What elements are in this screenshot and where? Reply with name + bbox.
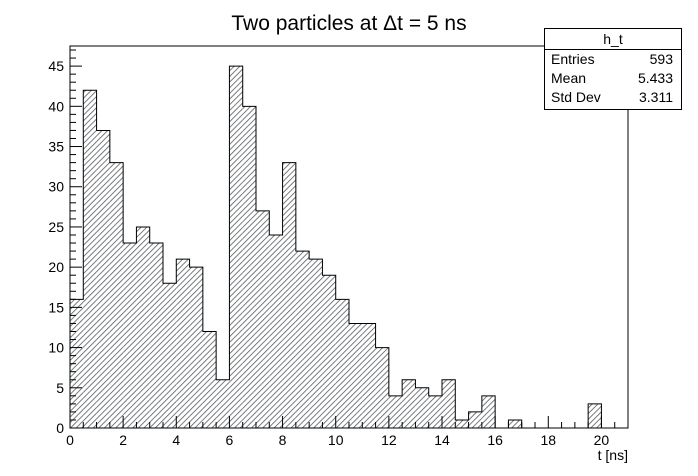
histogram-bar	[588, 403, 602, 428]
x-tick-label: 6	[226, 432, 234, 448]
histogram-bar	[282, 162, 296, 428]
y-tick-label: 5	[56, 380, 64, 396]
x-tick-label: 10	[328, 432, 344, 448]
chart-title: Two particles at Δt = 5 ns	[231, 12, 467, 35]
x-tick-label: 18	[540, 432, 556, 448]
stats-row-std-dev: Std Dev 3.311	[545, 88, 681, 107]
x-tick-label: 16	[487, 432, 503, 448]
histogram-bar	[163, 283, 177, 428]
histogram-bar	[455, 419, 469, 428]
stats-box-title: h_t	[545, 29, 681, 50]
stats-value-std-dev: 3.311	[639, 89, 673, 105]
x-axis-label: t [ns]	[598, 447, 628, 463]
x-axis-ticks: 0 2 4 6 8 10 12 14 16 18 20	[66, 416, 629, 448]
y-tick-label: 20	[48, 259, 64, 275]
histogram-bar	[481, 395, 496, 428]
y-tick-label: 25	[48, 219, 64, 235]
histogram-bar	[362, 323, 376, 428]
histogram-bars	[70, 66, 602, 429]
histogram-bar	[149, 243, 163, 428]
histogram-bar	[349, 323, 363, 428]
y-tick-label: 45	[48, 58, 64, 74]
y-tick-label: 15	[48, 299, 64, 315]
x-tick-label: 14	[434, 432, 450, 448]
stats-label-std-dev: Std Dev	[551, 89, 601, 105]
stats-row-entries: Entries 593	[545, 50, 681, 69]
stats-row-mean: Mean 5.433	[545, 69, 681, 88]
x-tick-label: 12	[381, 432, 397, 448]
histogram-bar	[442, 379, 456, 428]
stats-label-mean: Mean	[551, 70, 587, 86]
histogram-bar	[468, 411, 482, 428]
histogram-bar	[269, 234, 283, 428]
y-tick-label: 10	[48, 340, 64, 356]
stats-box: h_t Entries 593 Mean 5.433 Std Dev 3.311	[544, 28, 682, 110]
histogram-bar	[176, 259, 190, 428]
histogram-bar	[202, 331, 217, 428]
x-tick-label: 0	[66, 432, 74, 448]
histogram-bar	[388, 395, 403, 428]
histogram-bar	[415, 387, 429, 428]
histogram-bar	[83, 90, 97, 429]
y-tick-label: 40	[48, 98, 64, 114]
x-tick-label: 4	[172, 432, 180, 448]
histogram-bar	[229, 66, 243, 429]
histogram-bar	[189, 267, 203, 428]
histogram-bar	[256, 210, 270, 428]
stats-value-mean: 5.433	[637, 70, 673, 86]
x-tick-label: 2	[119, 432, 127, 448]
histogram-bar	[216, 379, 230, 428]
histogram-bar	[309, 259, 323, 428]
y-tick-label: 35	[48, 139, 64, 155]
histogram-bar	[428, 395, 442, 428]
histogram-bar	[295, 251, 310, 428]
x-tick-label: 8	[279, 432, 287, 448]
y-tick-label: 0	[56, 420, 64, 436]
histogram-bar	[335, 299, 349, 428]
histogram-bar	[322, 275, 336, 428]
histogram-bar	[136, 226, 150, 428]
stats-value-entries: 593	[649, 51, 673, 67]
histogram-bar	[96, 130, 110, 428]
histogram-bar	[375, 347, 389, 428]
histogram-bar	[123, 243, 137, 428]
histogram-bar	[109, 162, 124, 428]
histogram-bar	[402, 379, 416, 428]
histogram-bar	[508, 419, 522, 428]
histogram-bar	[242, 106, 256, 428]
x-tick-label: 20	[594, 432, 610, 448]
stats-label-entries: Entries	[551, 51, 595, 67]
y-axis-ticks: 0 5 10 15 20 25 30 35 40 45	[48, 49, 82, 436]
y-tick-label: 30	[48, 179, 64, 195]
